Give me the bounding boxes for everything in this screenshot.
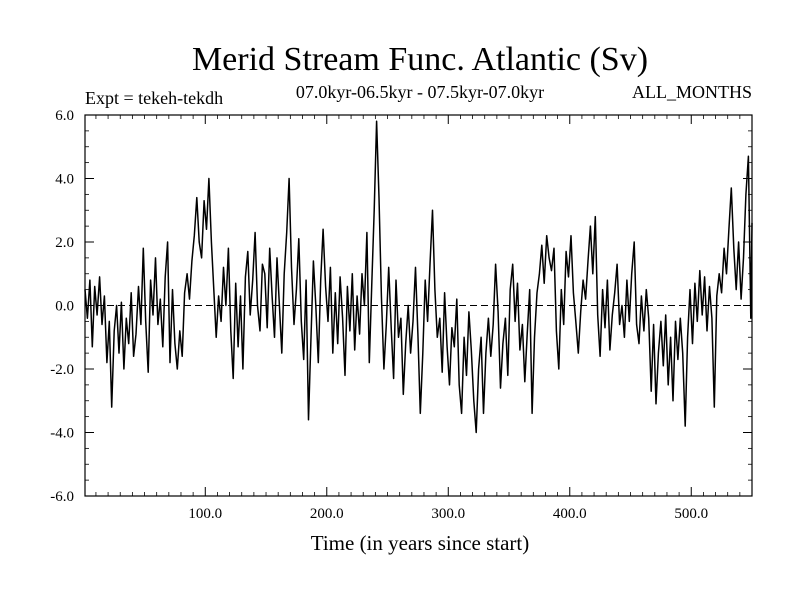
experiment-label: Expt = tekeh-tekdh	[85, 88, 223, 108]
x-axis-label: Time (in years since start)	[311, 531, 530, 555]
series-line-msf-anomaly	[84, 120, 753, 434]
y-tick-label: 6.0	[55, 108, 74, 124]
y-tick-label: 2.0	[55, 235, 74, 251]
chart-subtitle: 07.0kyr-06.5kyr - 07.5kyr-07.0kyr	[296, 82, 544, 102]
x-tick-label: 500.0	[674, 506, 708, 522]
axis-ticks	[85, 114, 752, 497]
x-tick-label: 300.0	[431, 506, 465, 522]
chart-title: Merid Stream Func. Atlantic (Sv)	[192, 41, 648, 78]
y-tick-label: 4.0	[55, 172, 74, 188]
y-tick-label: -4.0	[50, 426, 74, 442]
x-tick-label: 100.0	[188, 506, 222, 522]
y-tick-label: 0.0	[55, 299, 74, 315]
period-label: ALL_MONTHS	[632, 82, 752, 102]
axis-tick-labels: 100.0 200.0 300.0 400.0 500.0 6.0 4.0 2.0 0.0 -2.…	[50, 108, 708, 522]
y-tick-label: -2.0	[50, 362, 74, 378]
y-tick-label: -6.0	[50, 489, 74, 505]
x-tick-label: 200.0	[310, 506, 344, 522]
x-tick-label: 400.0	[553, 506, 587, 522]
